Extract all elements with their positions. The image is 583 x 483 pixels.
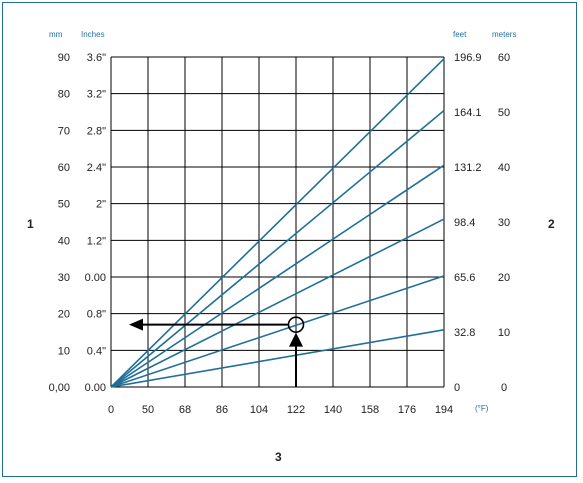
bottom-marker: 3 <box>275 450 282 464</box>
y-tick-feet-label: 164.1 <box>454 107 482 119</box>
series-line-50m <box>110 109 445 388</box>
right-marker: 2 <box>548 217 555 231</box>
y-tick-mm-label: 0,00 <box>49 382 70 394</box>
unit-inches-label: Inches <box>81 30 105 39</box>
example-reading <box>129 316 305 387</box>
left-arrow-head <box>129 318 143 331</box>
y-tick-inches-label: 0.00 <box>85 382 106 394</box>
y-tick-inches-label: 0.8" <box>87 309 106 321</box>
y-tick-meters-label: 60 <box>498 52 510 64</box>
series-line-40m <box>110 164 445 388</box>
y-tick-inches-label: 0.4" <box>87 345 106 357</box>
y-tick-feet-label: 0 <box>454 382 460 394</box>
y-tick-meters-label: 0 <box>501 382 507 394</box>
y-tick-mm-label: 50 <box>58 199 70 211</box>
unit-f-label: (°F) <box>475 404 489 413</box>
unit-meters-label: meters <box>492 30 516 39</box>
series-line-20m <box>110 275 445 388</box>
y-tick-inches-label: 0.00 <box>85 272 106 284</box>
up-arrow-head <box>289 332 303 347</box>
y-tick-meters-label: 20 <box>498 272 510 284</box>
y-tick-feet-label: 65.6 <box>454 272 475 284</box>
reading-circle <box>287 316 305 333</box>
y-tick-inches-label: 2.4" <box>87 162 106 174</box>
y-tick-meters-label: 50 <box>498 107 510 119</box>
y-tick-meters-label: 40 <box>498 162 510 174</box>
y-tick-inches-label: 3.2" <box>87 89 106 101</box>
tick-labels: 0 50 68 86 104 122 140 158 176 194 0,00 10 20 30 40 50 6… <box>49 52 511 416</box>
y-tick-meters-label: 30 <box>498 217 510 229</box>
series-line-10m <box>110 329 445 388</box>
expansion-chart: 0 50 68 86 104 122 140 158 176 1940,0010203040506… <box>27 30 555 464</box>
chart-frame: 0 50 68 86 104 122 140 158 176 194 0,00 10 20 30 40 50 6… <box>2 2 577 477</box>
x-tick-label: 68 <box>179 404 191 416</box>
unit-mm-label: mm <box>49 30 63 39</box>
x-tick-label: 0 <box>108 404 114 416</box>
x-tick-label: 104 <box>250 404 268 416</box>
y-tick-mm-label: 70 <box>58 125 70 137</box>
x-tick-label: 86 <box>216 404 228 416</box>
y-tick-feet-label: 196.9 <box>454 52 482 64</box>
x-tick-label: 158 <box>361 404 379 416</box>
x-tick-label: 176 <box>398 404 416 416</box>
y-tick-feet-label: 98.4 <box>454 217 475 229</box>
series-line-30m <box>110 218 445 388</box>
y-tick-inches-label: 2.8" <box>87 125 106 137</box>
y-tick-mm-label: 40 <box>58 235 70 247</box>
y-tick-mm-label: 90 <box>58 52 70 64</box>
y-tick-inches-label: 2" <box>96 199 106 211</box>
x-tick-label: 140 <box>324 404 342 416</box>
series-line-60m <box>110 58 445 388</box>
y-tick-mm-label: 60 <box>58 162 70 174</box>
y-tick-mm-label: 10 <box>58 345 70 357</box>
x-tick-label: 194 <box>435 404 453 416</box>
y-tick-feet-label: 131.2 <box>454 162 482 174</box>
y-tick-inches-label: 3.6" <box>87 52 106 64</box>
unit-feet-label: feet <box>453 30 467 39</box>
y-tick-meters-label: 10 <box>498 327 510 339</box>
series-lines <box>110 58 445 388</box>
y-tick-mm-label: 80 <box>58 89 70 101</box>
x-tick-label: 122 <box>287 404 305 416</box>
y-tick-inches-label: 1.2" <box>87 235 106 247</box>
y-tick-mm-label: 20 <box>58 309 70 321</box>
y-tick-feet-label: 32.8 <box>454 327 475 339</box>
left-marker: 1 <box>27 217 34 231</box>
y-tick-mm-label: 30 <box>58 272 70 284</box>
x-tick-label: 50 <box>142 404 154 416</box>
